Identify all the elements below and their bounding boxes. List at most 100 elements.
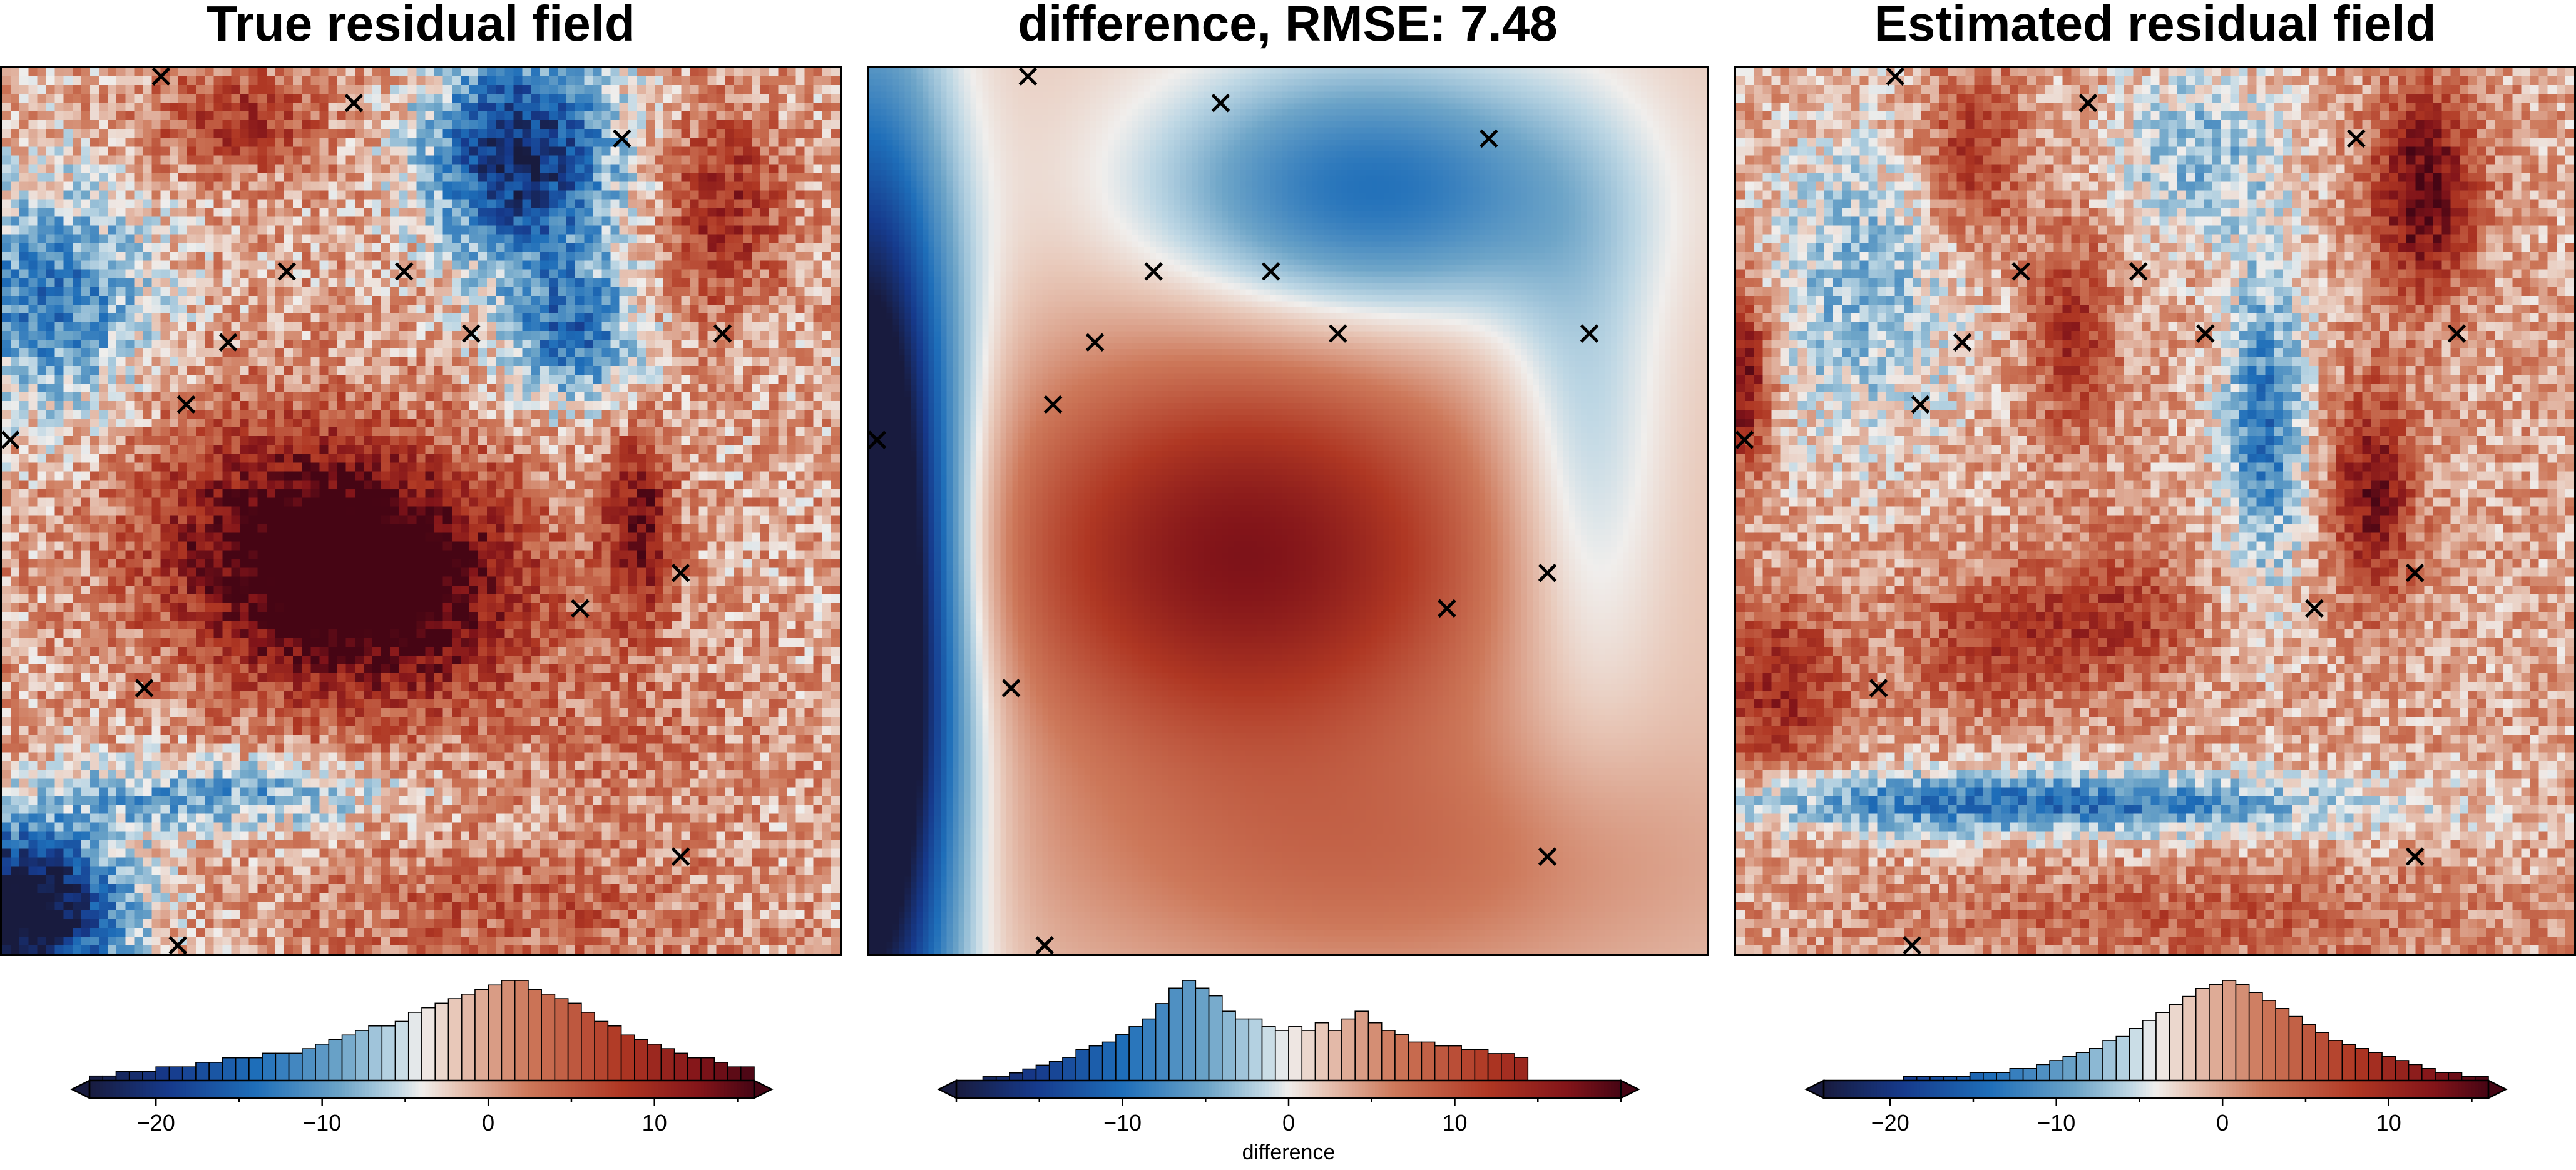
colorbar-segment	[1341, 1081, 1346, 1098]
colorbar-segment	[1365, 1081, 1369, 1098]
station-marker	[1911, 395, 1930, 414]
colorbar-tick-label: 10	[1442, 1110, 1467, 1136]
colorbar-segment	[149, 1081, 153, 1098]
colorbar-segment	[2305, 1081, 2310, 1098]
colorbar-segment	[608, 1081, 612, 1098]
histogram-bar	[354, 1030, 369, 1081]
colorbar-segment	[1980, 1081, 1984, 1098]
colorbar-segment	[1252, 1081, 1256, 1098]
colorbar-segment	[2103, 1081, 2107, 1098]
colorbar-segment	[2405, 1081, 2410, 1098]
station-marker	[1538, 563, 1557, 582]
histogram-bar	[2288, 1015, 2303, 1081]
colorbar-segment	[2362, 1081, 2366, 1098]
colorbar-segment	[983, 1081, 987, 1098]
colorbar-segment	[2309, 1081, 2313, 1098]
colorbar-segment	[1833, 1081, 1838, 1098]
colorbar-segment	[1239, 1081, 1243, 1098]
station-marker	[176, 395, 196, 414]
colorbar-tick-label: 10	[2376, 1110, 2401, 1136]
colorbar-outline	[88, 1079, 755, 1099]
colorbar-segment	[1574, 1081, 1578, 1098]
colorbar-segment	[319, 1081, 323, 1098]
colorbar-tick-label: 0	[2216, 1110, 2229, 1136]
station-marker	[1903, 936, 1921, 954]
colorbar-segment	[179, 1081, 183, 1098]
colorbar-segment	[1591, 1081, 1595, 1098]
colorbar-segment	[1491, 1081, 1496, 1098]
colorbar-segment	[2272, 1081, 2276, 1098]
colorbar-segment	[262, 1081, 267, 1098]
histogram-bar	[620, 1034, 635, 1081]
colorbar-segment	[521, 1081, 526, 1098]
colorbar-segment	[2033, 1081, 2037, 1098]
colorbar-segment	[2249, 1081, 2253, 1098]
colorbar-segment	[2461, 1081, 2466, 1098]
colorbar-segment	[1883, 1081, 1888, 1098]
colorbar-segment	[750, 1081, 755, 1098]
colorbar-segment	[1269, 1081, 1273, 1098]
colorbar-segment	[1468, 1081, 1472, 1098]
histogram-bar	[1182, 980, 1197, 1081]
colorbar-segment	[2152, 1081, 2157, 1098]
colorbar-segment	[1375, 1081, 1379, 1098]
colorbar-segment	[415, 1081, 419, 1098]
colorbar-segment	[1428, 1081, 1433, 1098]
colorbar-segment	[1857, 1081, 1861, 1098]
colorbar-segment	[2279, 1081, 2283, 1098]
colorbar-segment	[2408, 1081, 2413, 1098]
colorbar-segment	[93, 1081, 97, 1098]
colorbar-segment	[402, 1081, 406, 1098]
colorbar-segment	[1414, 1081, 1419, 1098]
colorbar-segment	[740, 1081, 745, 1098]
colorbar-segment	[648, 1081, 652, 1098]
colorbar-segment	[1139, 1081, 1143, 1098]
colorbar-segment	[189, 1081, 193, 1098]
station-marker	[1329, 324, 1347, 343]
station-marker	[1886, 68, 1905, 86]
colorbar-segment	[2202, 1081, 2207, 1098]
colorbar-segment	[195, 1081, 200, 1098]
colorbar-segment	[720, 1081, 725, 1098]
colorbar-segment	[2441, 1081, 2446, 1098]
histogram-bar	[262, 1052, 277, 1081]
colorbar-segment	[2428, 1081, 2433, 1098]
colorbar-segment	[1943, 1081, 1948, 1098]
histogram-bar	[2088, 1048, 2103, 1081]
histogram-bar	[2368, 1052, 2383, 1081]
colorbar-segment	[2481, 1081, 2486, 1098]
colorbar-segment	[1906, 1081, 1911, 1098]
colorbar-segment	[1850, 1081, 1854, 1098]
colorbar-segment	[2485, 1081, 2489, 1098]
colorbar-segment	[1528, 1081, 1532, 1098]
histogram-bar	[1501, 1053, 1515, 1081]
colorbar-segment	[1451, 1081, 1456, 1098]
histogram-bar	[2315, 1032, 2329, 1081]
histogram-bar	[2341, 1044, 2356, 1081]
histogram-bar	[2102, 1040, 2117, 1081]
colorbar-segment	[2392, 1081, 2396, 1098]
histogram-bar	[2075, 1052, 2090, 1081]
histogram-bar	[2195, 987, 2210, 1081]
colorbar-segment	[2046, 1081, 2050, 1098]
histogram-bar	[488, 984, 503, 1081]
colorbar-tick-label: 10	[642, 1110, 667, 1136]
colorbar-segment	[219, 1081, 223, 1098]
colorbar-segment	[109, 1081, 113, 1098]
colorbar-segment	[697, 1081, 702, 1098]
histogram-bar	[581, 1012, 595, 1081]
colorbar-segment	[1255, 1081, 1260, 1098]
colorbar-segment	[1172, 1081, 1177, 1098]
colorbar-segment	[641, 1081, 645, 1098]
colorbar-extend-low	[937, 1079, 958, 1100]
colorbar-segment	[684, 1081, 688, 1098]
colorbar-segment	[2425, 1081, 2430, 1098]
colorbar-segment	[2236, 1081, 2240, 1098]
histogram-bar	[288, 1052, 303, 1081]
colorbar-segment	[963, 1081, 967, 1098]
colorbar-segment	[734, 1081, 739, 1098]
colorbar-segment	[2345, 1081, 2349, 1098]
colorbar-segment	[2382, 1081, 2386, 1098]
colorbar-segment	[979, 1081, 984, 1098]
colorbar-segment	[2229, 1081, 2233, 1098]
